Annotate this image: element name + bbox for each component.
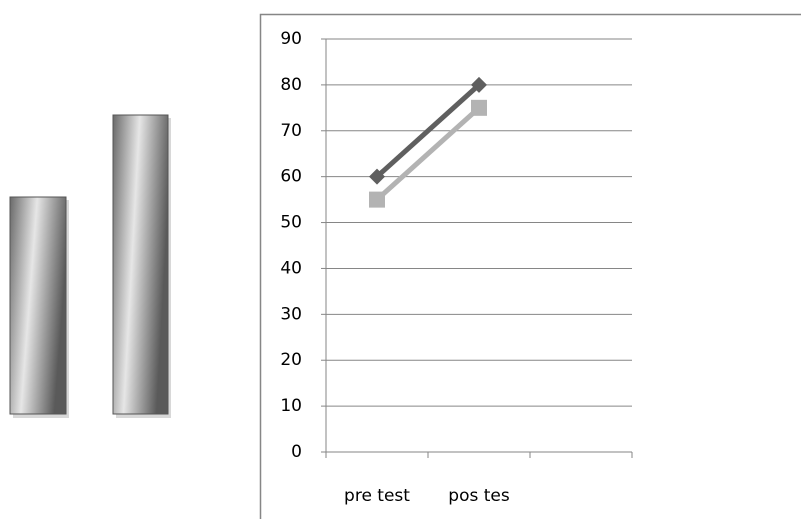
marker <box>369 168 385 185</box>
y-tick-label: 50 <box>280 213 302 233</box>
marker <box>471 99 487 116</box>
y-tick-label: 70 <box>280 121 302 141</box>
y-tick-label: 10 <box>280 396 302 416</box>
y-tick-label: 40 <box>280 258 302 278</box>
y-tick-label: 20 <box>280 350 302 370</box>
y-tick-label: 60 <box>280 167 302 187</box>
y-tick-label: 80 <box>280 75 302 95</box>
x-tick-label: pos tes <box>448 486 510 506</box>
bar-decoration <box>9 196 67 415</box>
bar-decoration <box>112 114 169 415</box>
y-tick-label: 90 <box>280 29 302 49</box>
x-tick-label: pre test <box>344 486 410 506</box>
series-line <box>375 105 481 202</box>
y-tick-label: 0 <box>291 442 302 462</box>
marker <box>471 76 487 93</box>
marker <box>369 191 385 208</box>
y-tick-label: 30 <box>280 304 302 324</box>
chart-frame <box>259 13 801 519</box>
series-line <box>375 83 481 179</box>
